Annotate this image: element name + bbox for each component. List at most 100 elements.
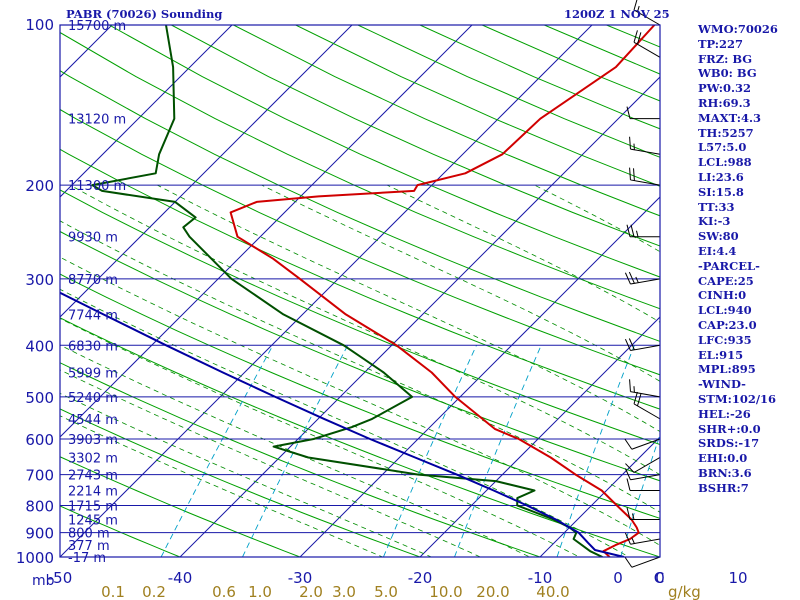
index-item: FRZ: BG	[698, 51, 753, 66]
dry-adiabat	[60, 456, 302, 557]
dry-adiabat	[60, 230, 660, 482]
dry-adiabat	[60, 148, 660, 410]
wind-barb	[626, 106, 660, 120]
height-label: 5999 m	[68, 367, 118, 382]
wind-barb	[633, 391, 661, 420]
chart-traces	[60, 25, 656, 557]
index-item: SW:80	[698, 229, 739, 244]
temperature-tick-label: -10	[528, 569, 553, 587]
wind-barb	[633, 0, 661, 26]
index-item: SRDS:-17	[698, 436, 760, 451]
moist-adiabat	[69, 184, 660, 476]
isotherm	[539, 436, 660, 557]
index-item: WB0: BG	[698, 66, 757, 81]
temperature-unit-label: C	[654, 569, 664, 587]
dry-adiabat	[793, 25, 800, 568]
mixing-ratio-label: 2.0	[299, 583, 323, 600]
temperature-tick-label: -40	[168, 569, 193, 587]
index-item: KI:-3	[698, 214, 731, 229]
index-item: BRN:3.6	[698, 465, 752, 480]
index-item: EI:4.4	[698, 243, 737, 258]
height-label: 4544 m	[68, 413, 118, 428]
moist-adiabat	[60, 256, 660, 546]
station-title: PABR (70026) Sounding	[66, 7, 223, 21]
height-label: 15700 m	[68, 19, 126, 34]
temperature-tick-label: -50	[48, 569, 73, 587]
mixing-ratio-line	[620, 433, 660, 557]
mixing-ratio-label: 1.0	[248, 583, 272, 600]
index-item: CAPE:25	[698, 273, 754, 288]
height-label: -17 m	[68, 551, 106, 566]
moist-adiabat	[60, 288, 630, 557]
mixing-ratio-label: 3.0	[332, 583, 356, 600]
index-item: SHR+:0.0	[698, 421, 761, 436]
wind-barb	[626, 478, 660, 492]
chart-grid	[60, 25, 800, 568]
indices-panel: WMO:70026 TP:227 FRZ: BG WB0: BG PW:0.32 RH:6…	[698, 22, 778, 496]
mixing-ratio-label: 10.0	[429, 583, 462, 600]
moist-adiabat	[60, 317, 581, 557]
index-item: WMO:70026	[698, 22, 778, 36]
wind-barb	[626, 224, 660, 238]
time-title: 1200Z 1 NOV 25	[564, 7, 670, 21]
wind-barb	[624, 468, 661, 481]
dry-adiabat	[60, 70, 660, 342]
pressure-tick-label: 100	[25, 16, 54, 34]
wind-barbs	[624, 0, 661, 568]
dry-adiabat	[60, 362, 542, 557]
index-item: LFC:935	[698, 332, 752, 347]
dry-adiabat	[108, 25, 660, 278]
dry-adiabat	[60, 505, 182, 557]
height-label: 9930 m	[68, 231, 118, 246]
moist-adiabat	[60, 415, 384, 557]
height-label: 8770 m	[68, 273, 118, 288]
mixing-ratio-label: 0.6	[212, 583, 236, 600]
dry-adiabat	[171, 25, 660, 247]
pressure-tick-label: 1000	[16, 549, 54, 567]
index-item: -WIND-	[698, 377, 746, 392]
dry-adiabat	[60, 31, 660, 310]
trace-temperature	[229, 25, 656, 557]
pressure-tick-label: 200	[25, 177, 54, 195]
index-item: CAP:23.0	[698, 317, 757, 332]
index-item: -PARCEL-	[698, 258, 760, 273]
skewed-temp-label: 0	[613, 569, 623, 587]
wind-barb	[629, 136, 661, 155]
index-item: MPL:895	[698, 362, 756, 377]
height-label: 1245 m	[68, 513, 118, 528]
mixing-ratio-label: 20.0	[476, 583, 509, 600]
height-label: 1715 m	[68, 499, 118, 514]
pressure-tick-label: 300	[25, 271, 54, 289]
wind-barb	[629, 379, 661, 398]
height-label: 6830 m	[68, 339, 118, 354]
isotherm	[60, 25, 593, 557]
index-item: EL:915	[698, 347, 744, 362]
index-item: LCL:988	[698, 155, 752, 170]
temperature-tick-label: 0	[655, 569, 665, 587]
wind-barb	[629, 167, 661, 186]
mixing-ratio-line	[556, 345, 635, 557]
isotherm	[780, 25, 800, 557]
wind-barb	[624, 532, 661, 545]
index-item: STM:102/16	[698, 391, 777, 406]
index-item: RH:69.3	[698, 95, 751, 110]
index-item: EHI:0.0	[698, 451, 748, 466]
wind-barb	[624, 271, 661, 285]
height-label: 3302 m	[68, 451, 118, 466]
mixing-ratio-label: 0.1	[101, 583, 125, 600]
index-item: L57:5.0	[698, 140, 747, 155]
pressure-tick-label: 600	[25, 431, 54, 449]
moist-adiabat	[60, 369, 482, 557]
height-label: 2743 m	[68, 469, 118, 484]
mixing-ratio-label: 40.0	[536, 583, 569, 600]
height-label: 11300 m	[68, 179, 126, 194]
pressure-tick-label: 700	[25, 467, 54, 485]
index-item: HEL:-26	[698, 406, 751, 421]
height-label: 2214 m	[68, 485, 118, 500]
isotherm	[60, 25, 353, 318]
mixing-ratio-line	[160, 345, 274, 557]
mixing-ratio-unit-label: g/kg	[668, 583, 701, 600]
height-label: 13120 m	[68, 113, 126, 128]
